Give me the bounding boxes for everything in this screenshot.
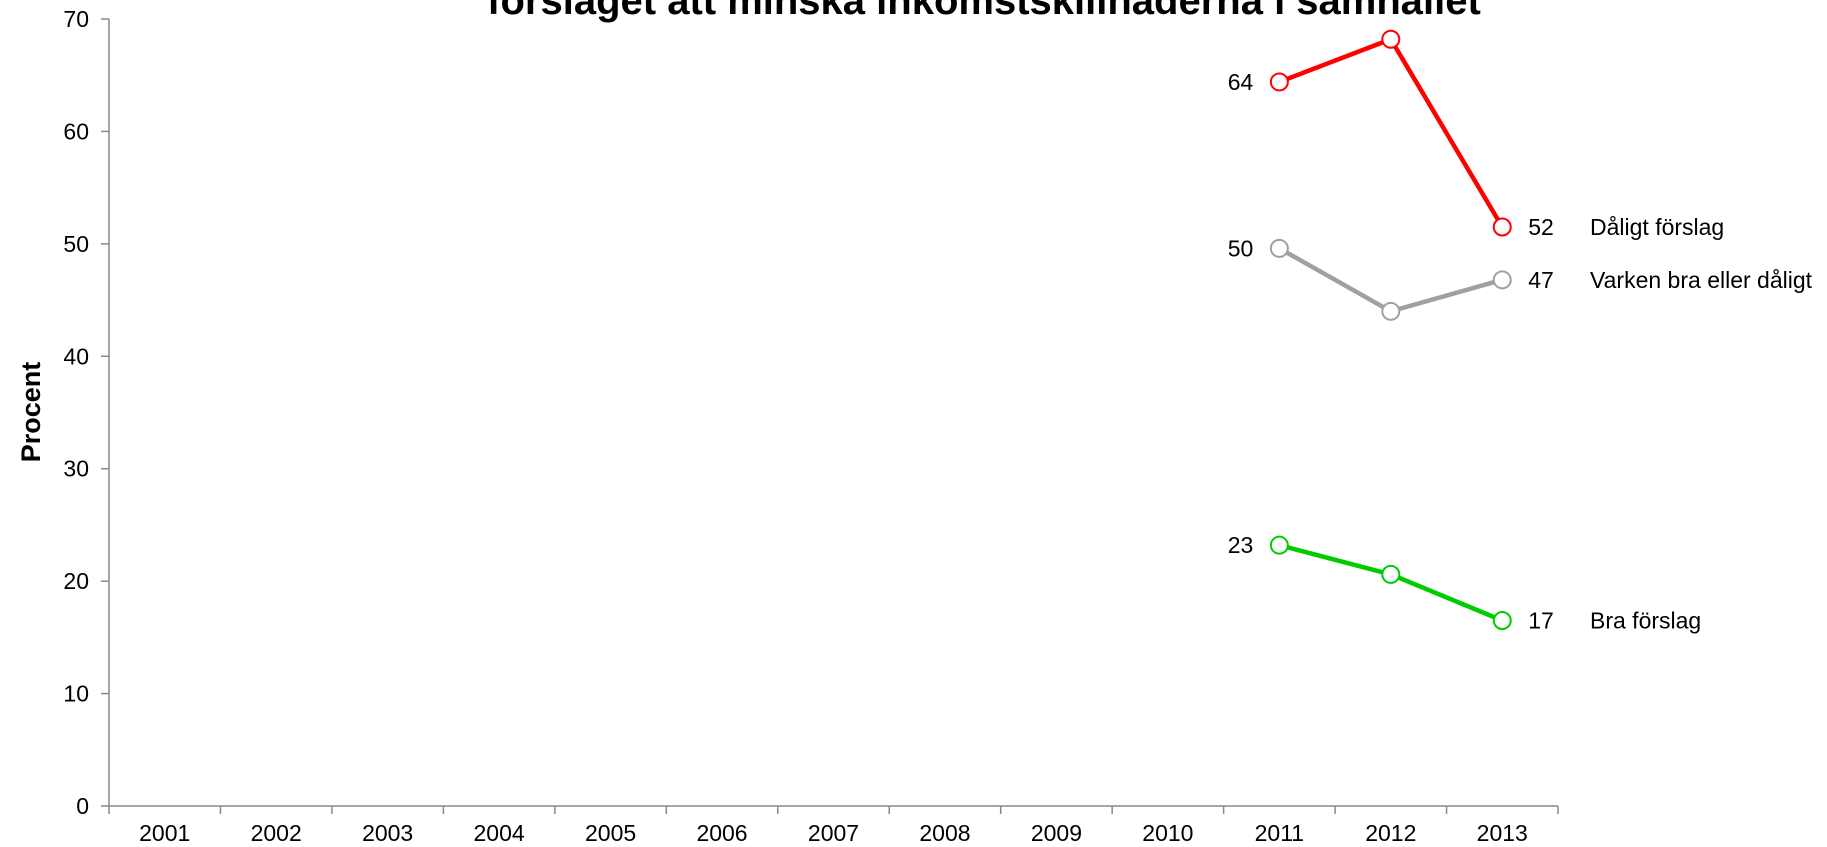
point-marker — [1381, 29, 1401, 49]
x-tick-label: 2003 — [362, 820, 413, 846]
point-marker — [1492, 610, 1512, 630]
point-marker — [1492, 270, 1512, 290]
series-line — [1278, 36, 1505, 229]
x-tick-label: 2012 — [1365, 820, 1416, 846]
series-name: Bra förslag — [1590, 607, 1701, 633]
y-tick-label: 70 — [63, 6, 89, 32]
series-name: Varken bra eller dåligt — [1590, 267, 1813, 293]
x-tick-label: 2007 — [808, 820, 859, 846]
y-tick-label: 0 — [76, 793, 89, 819]
x-tick-label: 2006 — [696, 820, 747, 846]
value-label: 23 — [1228, 532, 1254, 558]
y-tick-label: 10 — [63, 681, 89, 707]
point-marker — [1381, 564, 1401, 584]
x-tick-label: 2009 — [1031, 820, 1082, 846]
x-tick-label: 2004 — [474, 820, 525, 846]
x-tick-label: 2005 — [585, 820, 636, 846]
chart-title: förslaget att minska inkomstskillnaderna… — [487, 0, 1481, 23]
series-name: Dåligt förslag — [1590, 214, 1724, 240]
point-marker — [1381, 301, 1401, 321]
x-tick-label: 2011 — [1255, 820, 1304, 846]
x-tick-label: 2010 — [1142, 820, 1193, 846]
y-tick-label: 40 — [63, 343, 89, 369]
y-tick-label: 50 — [63, 231, 89, 257]
value-label: 47 — [1528, 267, 1554, 293]
value-label: 64 — [1228, 69, 1254, 95]
y-axis-label: Procent — [16, 362, 46, 463]
x-tick-label: 2001 — [139, 820, 190, 846]
y-tick-label: 30 — [63, 456, 89, 482]
point-marker — [1269, 535, 1289, 555]
x-tick-label: 2008 — [919, 820, 970, 846]
y-tick-label: 20 — [63, 568, 89, 594]
y-tick-label: 60 — [63, 118, 89, 144]
point-marker — [1492, 217, 1512, 237]
value-label: 52 — [1528, 214, 1554, 240]
x-tick-label: 2013 — [1477, 820, 1528, 846]
x-tick-label: 2002 — [251, 820, 302, 846]
value-label: 17 — [1528, 607, 1554, 633]
point-marker — [1269, 72, 1289, 92]
point-marker — [1269, 238, 1289, 258]
value-label: 50 — [1228, 235, 1254, 261]
